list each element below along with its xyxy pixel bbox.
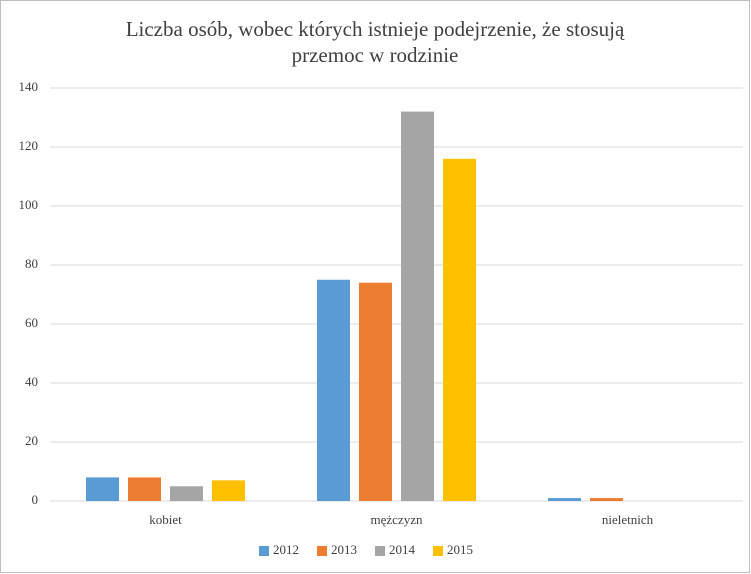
bar [317,279,350,501]
y-tick-label: 140 [19,79,39,94]
x-tick-label: nieletnich [602,512,654,527]
bar [590,498,623,501]
legend-label: 2014 [389,542,416,557]
bar [86,477,119,501]
bar [443,158,476,502]
y-tick-label: 40 [25,374,38,389]
y-tick-label: 100 [19,197,39,212]
legend-swatch [433,546,443,556]
bar [170,486,203,501]
y-tick-label: 0 [32,492,39,507]
y-tick-label: 80 [25,256,38,271]
y-tick-label: 60 [25,315,38,330]
bar [359,282,392,501]
bar [548,498,581,501]
legend-label: 2015 [447,542,473,557]
x-tick-label: mężczyzn [371,512,423,527]
legend-swatch [375,546,385,556]
chart-title: Liczba osób, wobec których istnieje pode… [125,17,625,67]
x-tick-label: kobiet [149,512,182,527]
legend-label: 2013 [331,542,357,557]
legend-label: 2012 [273,542,299,557]
bar [401,111,434,501]
legend-swatch [317,546,327,556]
y-tick-label: 120 [19,138,39,153]
y-tick-label: 20 [25,433,38,448]
bar [128,477,161,501]
bar [212,480,245,501]
legend-swatch [259,546,269,556]
